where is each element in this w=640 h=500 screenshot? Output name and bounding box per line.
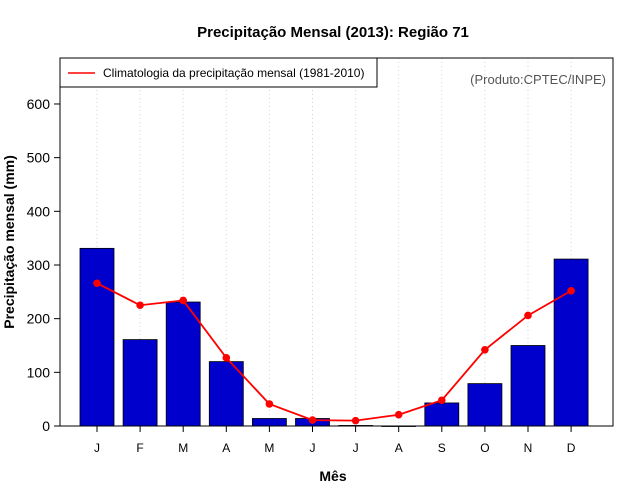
y-tick-label: 400 <box>27 203 51 219</box>
climatology-point <box>222 354 231 362</box>
precip-bar <box>553 258 589 427</box>
precip-bar <box>467 383 503 427</box>
x-tick-label: O <box>480 441 489 455</box>
x-tick-label: N <box>524 441 533 455</box>
x-axis-label: Mês <box>319 468 346 484</box>
precip-bar <box>79 247 115 427</box>
precip-bar <box>510 345 546 427</box>
climatology-line-series <box>93 279 575 425</box>
climatology-point <box>567 286 575 295</box>
precip-bar <box>424 402 460 427</box>
precip-bar <box>165 301 201 427</box>
y-tick-label: 100 <box>27 364 51 380</box>
legend-box <box>59 57 378 88</box>
bar-series <box>79 247 589 427</box>
precip-bar <box>208 361 244 427</box>
legend-label: Climatologia da precipitação mensal (198… <box>103 66 364 80</box>
x-tick-label: F <box>136 441 143 455</box>
climatology-point <box>308 416 317 424</box>
y-tick-label: 500 <box>27 150 51 166</box>
x-tick-label: J <box>310 441 316 455</box>
climatology-point <box>136 301 144 310</box>
climatology-point <box>351 416 360 425</box>
y-tick-label: 0 <box>42 418 50 434</box>
x-tick-label: M <box>178 441 188 455</box>
climatology-point <box>93 279 101 288</box>
x-tick-label: S <box>438 441 446 455</box>
climatology-point <box>394 410 403 419</box>
climatology-line <box>96 282 572 422</box>
y-axis-label: Precipitação mensal (mm) <box>1 155 17 329</box>
x-tick-label: M <box>264 441 274 455</box>
climatology-point <box>438 396 446 405</box>
precip-bar <box>122 339 158 427</box>
y-tick-label: 600 <box>27 96 51 112</box>
y-tick-label: 300 <box>27 257 51 273</box>
x-tick-label: D <box>567 441 576 455</box>
climatology-point <box>179 296 187 305</box>
x-tick-label: J <box>94 441 100 455</box>
x-tick-label: J <box>353 441 359 455</box>
x-tick-label: A <box>222 441 230 455</box>
climatology-point <box>481 345 489 354</box>
precip-bar <box>251 418 287 427</box>
gridlines <box>96 58 572 426</box>
source-credit: (Produto:CPTEC/INPE) <box>470 72 606 87</box>
chart-title: Precipitação Mensal (2013): Região 71 <box>197 24 469 41</box>
x-tick-label: A <box>395 441 403 455</box>
climatology-point <box>524 311 532 320</box>
y-tick-label: 200 <box>27 311 51 327</box>
legend: Climatologia da precipitação mensal (198… <box>59 57 378 88</box>
y-axis: 0 100 200 300 400 500 600 <box>27 96 60 434</box>
climatology-point <box>265 400 274 408</box>
